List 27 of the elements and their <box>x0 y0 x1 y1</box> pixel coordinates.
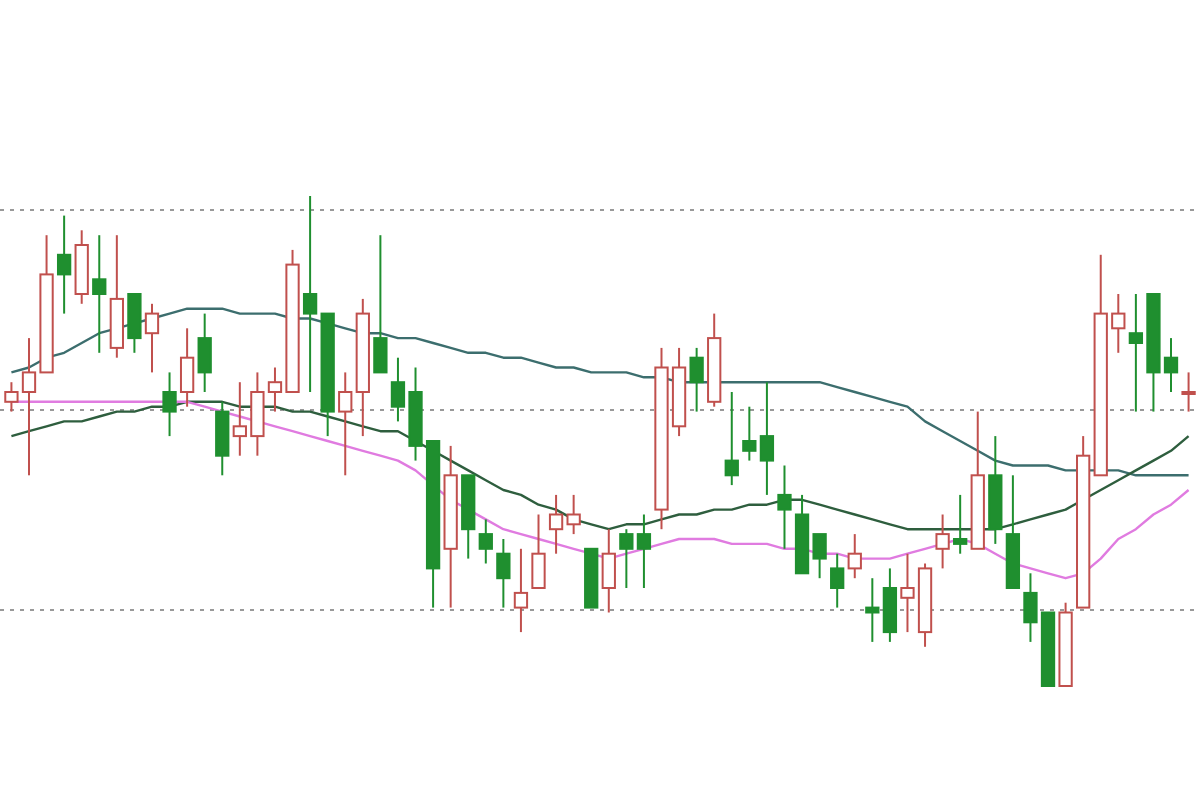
candlestick <box>496 538 511 609</box>
candlestick <box>935 513 950 570</box>
candlestick <box>215 400 230 477</box>
candlestick <box>197 312 212 393</box>
candlestick <box>742 405 757 462</box>
candlestick <box>601 528 616 614</box>
candlestick <box>162 371 177 438</box>
candlestick <box>513 547 529 634</box>
candlestick <box>127 293 142 354</box>
candlestick <box>373 234 388 374</box>
candlestick <box>338 371 353 477</box>
candlestick <box>882 567 898 643</box>
candlestick <box>953 493 968 555</box>
candlestick <box>847 533 862 580</box>
candlestick <box>56 214 72 315</box>
candlestick <box>144 302 160 374</box>
candlestick <box>689 346 704 413</box>
candlestick <box>777 464 792 550</box>
candlestick <box>759 381 775 496</box>
candlestick <box>302 195 318 393</box>
candlestick <box>92 234 107 354</box>
candlestick <box>531 513 546 589</box>
candlestick <box>830 552 845 609</box>
candlestick <box>179 327 195 408</box>
candlestick <box>724 391 739 487</box>
candlestick <box>478 518 493 565</box>
candlestick <box>865 577 880 643</box>
